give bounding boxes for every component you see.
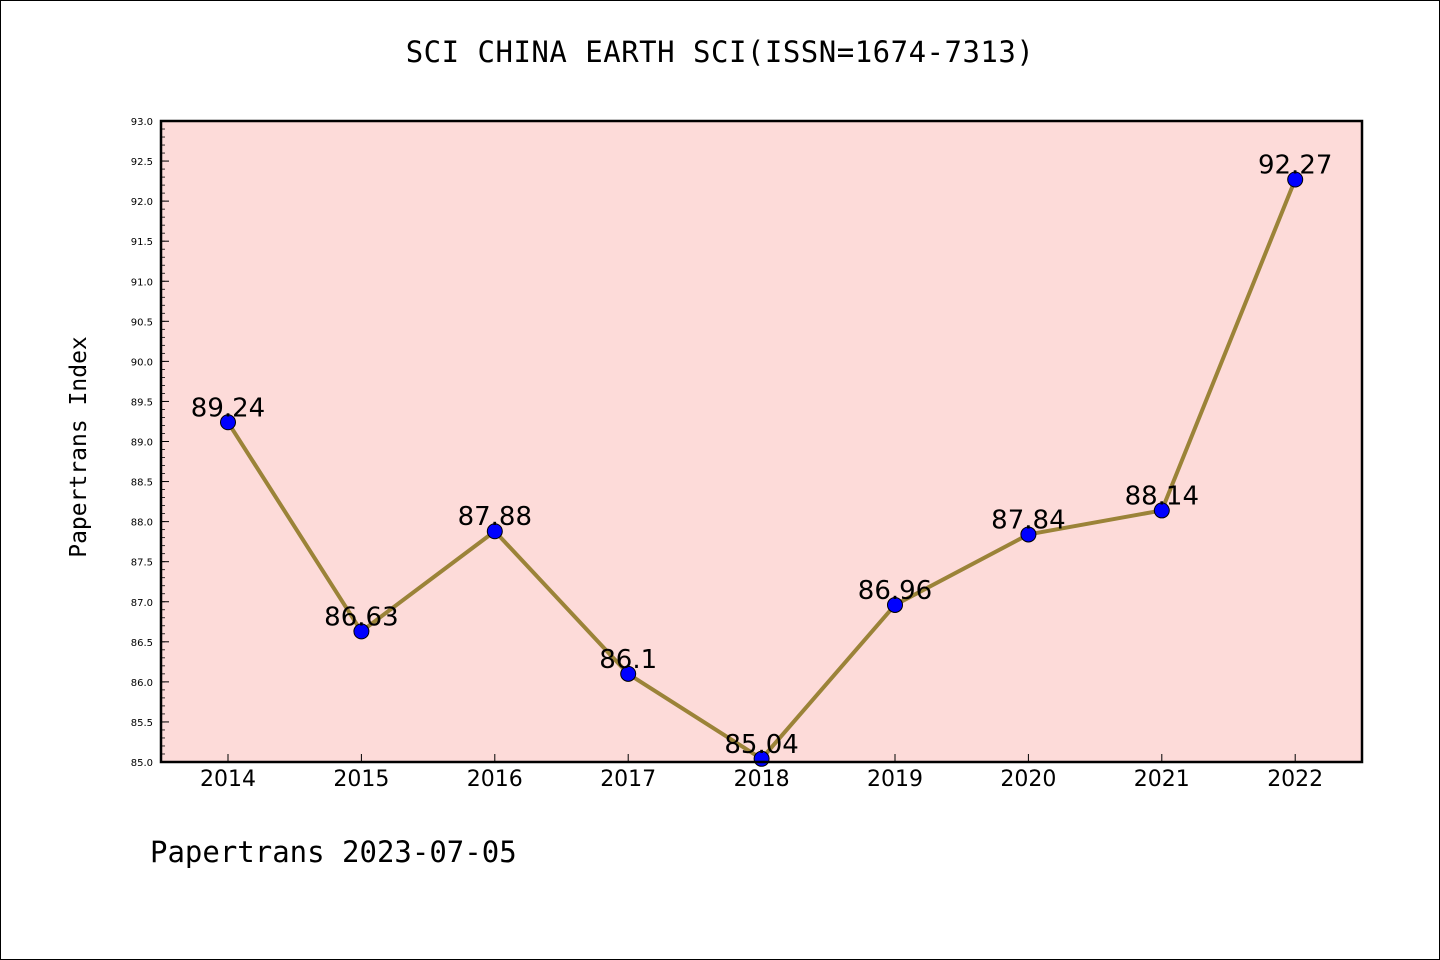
data-point-marker (887, 596, 903, 613)
data-point-marker (220, 414, 236, 431)
data-label: 86.63 (324, 602, 398, 632)
x-tick-label: 2022 (1267, 767, 1323, 792)
y-tick-label: 85.5 (131, 718, 153, 729)
data-point-marker (1153, 502, 1170, 519)
y-tick-label: 89.0 (131, 438, 153, 449)
data-point-marker (1287, 171, 1304, 188)
data-label: 89.24 (191, 393, 265, 423)
data-point-marker (353, 623, 370, 640)
x-tick-label: 2018 (734, 767, 790, 792)
y-tick-label: 91.0 (131, 277, 153, 288)
y-tick-label: 90.5 (131, 317, 153, 328)
x-tick-label: 2014 (200, 767, 256, 792)
y-tick-label: 92.5 (131, 157, 153, 168)
data-label: 92.27 (1258, 150, 1332, 180)
y-tick-label: 89.5 (131, 397, 153, 408)
y-tick-label: 92.0 (131, 197, 153, 208)
y-tick-label: 88.5 (131, 478, 153, 489)
plot-background (161, 121, 1362, 762)
data-label: 86.1 (599, 645, 657, 675)
data-label: 87.84 (991, 505, 1065, 535)
data-label: 85.04 (724, 730, 798, 760)
ticks-layer: 85.0 85.5 86.0 86.5 87.0 87.5 88.0 88.5 89.0 89.5… (131, 117, 1323, 792)
y-tick-label: 87.0 (131, 598, 153, 609)
x-tick-label: 2017 (600, 767, 656, 792)
x-tick-label: 2016 (467, 767, 523, 792)
footer-caption: Papertrans 2023-07-05 (150, 835, 517, 869)
y-tick-label: 86.5 (131, 638, 153, 649)
x-tick-label: 2020 (1000, 767, 1056, 792)
y-tick-label: 87.5 (131, 558, 153, 569)
data-point-marker (486, 523, 503, 540)
y-tick-label: 86.0 (131, 678, 153, 689)
data-label: 87.88 (458, 502, 532, 532)
x-tick-label: 2021 (1134, 767, 1190, 792)
y-tick-label: 93.0 (131, 117, 153, 128)
data-point-marker (620, 665, 637, 682)
x-tick-label: 2019 (867, 767, 923, 792)
y-tick-label: 85.0 (131, 758, 153, 769)
y-tick-label: 90.0 (131, 357, 153, 368)
y-tick-label: 88.0 (131, 518, 153, 529)
data-label: 86.96 (858, 576, 932, 606)
chart-title: SCI CHINA EARTH SCI(ISSN=1674-7313) (405, 35, 1035, 69)
data-labels-layer: 89.24 86.63 87.88 86.1 85.04 86.96 87.84 88.14 9… (191, 150, 1333, 759)
data-label: 88.14 (1125, 481, 1199, 511)
x-tick-label: 2015 (333, 767, 389, 792)
markers-layer (220, 171, 1304, 767)
plot-frame (159, 119, 1364, 764)
data-point-marker (1020, 526, 1037, 543)
y-tick-label: 91.5 (131, 237, 153, 248)
